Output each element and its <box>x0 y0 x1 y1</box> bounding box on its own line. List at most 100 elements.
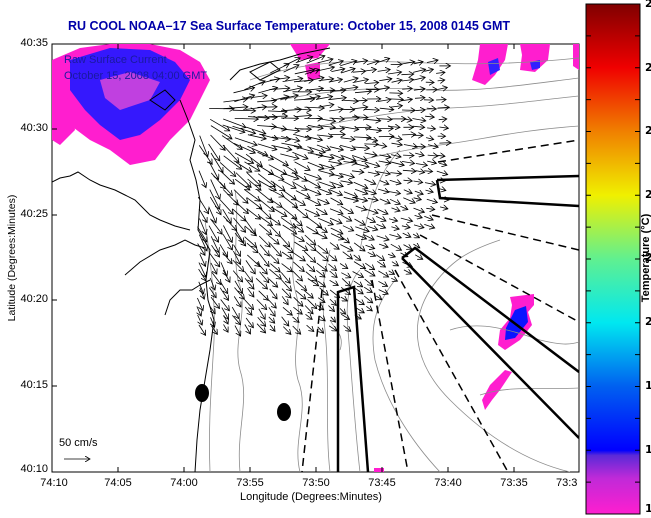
current-vector-arrow <box>378 161 391 163</box>
current-vector-arrow <box>352 197 368 200</box>
current-vector-arrow <box>387 254 395 257</box>
current-vector-arrow <box>391 208 401 211</box>
current-vector-arrow <box>363 295 373 303</box>
station-marker-2 <box>277 403 291 421</box>
current-vector-arrow <box>379 108 394 110</box>
current-vector-arrow <box>366 306 372 311</box>
overlay-current-time: October 15, 2008 04:00 GMT <box>64 70 208 82</box>
sst-patch-se2 <box>482 370 512 410</box>
current-vector-arrow <box>282 78 303 81</box>
current-vector-arrow <box>295 280 307 291</box>
current-vector-arrow <box>427 128 435 129</box>
wedge-box-east <box>435 174 579 208</box>
current-vector-arrow <box>247 287 254 297</box>
current-vector-arrow <box>354 287 364 294</box>
coast-raritan-bay <box>52 171 191 231</box>
current-vector-arrow <box>223 118 246 128</box>
current-vector-arrow <box>198 281 204 294</box>
current-vector-arrow <box>340 286 350 294</box>
current-vector-arrow <box>353 61 368 63</box>
current-vector-arrow <box>413 198 422 200</box>
current-vector-arrow <box>280 109 302 111</box>
current-vector-arrow <box>342 225 354 231</box>
current-vector-arrow <box>352 107 368 109</box>
current-vector-arrow <box>426 108 437 109</box>
current-vector-arrow <box>220 262 227 276</box>
current-vector-arrow <box>365 129 381 131</box>
current-vector-arrow <box>367 172 380 174</box>
current-vector-arrow <box>412 234 419 238</box>
current-vector-arrow <box>365 83 379 84</box>
current-vector-arrow <box>401 62 415 64</box>
current-vector-arrow <box>424 224 434 228</box>
current-vector-arrow <box>281 288 291 298</box>
current-vector-arrow <box>425 190 434 192</box>
current-vector-arrow <box>197 314 203 325</box>
current-vector-arrow <box>352 79 369 82</box>
current-vector-arrow <box>210 179 220 199</box>
current-vector-arrow <box>329 118 345 119</box>
current-vector-arrow <box>303 250 315 262</box>
current-vector-arrow <box>424 216 433 220</box>
current-vector-arrow <box>340 173 355 178</box>
current-vector-arrow <box>391 155 401 157</box>
current-vector-arrow <box>269 268 281 279</box>
current-vector-arrow <box>388 219 398 221</box>
current-vector-arrow <box>353 261 366 269</box>
current-vector-arrow <box>403 155 414 156</box>
current-vector-arrow <box>353 242 365 251</box>
colorbar-tick-label: 18 <box>645 443 651 456</box>
current-vector-arrow <box>258 253 269 266</box>
current-vector-arrow <box>222 269 230 282</box>
current-vector-arrow <box>257 173 275 187</box>
current-vector-arrow <box>270 263 280 273</box>
current-vector-arrow <box>223 225 232 242</box>
current-vector-arrow <box>210 262 217 274</box>
current-vector-arrow <box>436 72 445 73</box>
current-vector-arrow <box>364 144 378 145</box>
current-vector-arrow <box>353 181 368 188</box>
current-vector-arrow <box>209 305 216 314</box>
current-vector-arrow <box>340 244 353 251</box>
contour-7 <box>417 239 571 472</box>
current-vector-arrow <box>269 288 277 299</box>
current-vector-arrow <box>221 307 229 320</box>
sst-patch-ne2-blue <box>530 60 540 70</box>
current-vector-arrow <box>244 324 251 335</box>
current-vector-arrow <box>292 172 307 181</box>
current-vector-arrow <box>247 208 260 219</box>
current-vector-arrow <box>268 278 278 287</box>
current-vector-arrow <box>219 182 233 195</box>
current-vector-arrow <box>343 325 351 332</box>
current-vector-arrow <box>221 135 242 150</box>
current-vector-arrow <box>244 225 257 236</box>
current-vector-arrow <box>199 287 204 299</box>
current-vector-arrow <box>281 279 292 291</box>
current-vector-arrow <box>328 61 344 66</box>
current-vector-arrow <box>365 208 378 213</box>
current-vector-arrow <box>426 138 434 140</box>
current-vector-arrow <box>437 87 447 89</box>
current-vector-arrow <box>413 225 424 228</box>
current-vector-arrow <box>391 80 402 82</box>
current-vector-arrow <box>328 98 346 100</box>
current-vector-arrow <box>233 217 246 232</box>
current-vector-arrow <box>376 296 382 300</box>
current-vector-arrow <box>390 173 401 174</box>
current-vector-arrow <box>400 99 413 101</box>
current-vector-arrow <box>389 198 400 204</box>
current-vector-arrow <box>222 234 232 250</box>
colorbar-label: Temperature (°C) <box>640 213 651 303</box>
current-vector-arrow <box>414 98 425 99</box>
current-vector-arrow <box>377 260 385 267</box>
colorbar-tick-label: 17 <box>645 502 651 515</box>
current-vector-arrow <box>219 244 228 257</box>
current-vector-arrow <box>211 325 217 335</box>
current-vector-arrow <box>268 116 288 117</box>
current-vector-arrow <box>269 88 290 90</box>
current-vector-arrow <box>270 96 289 102</box>
current-vector-arrow <box>402 170 416 171</box>
current-vector-arrow <box>414 146 425 147</box>
current-vector-arrow <box>209 277 215 290</box>
current-vector-arrow <box>319 316 326 321</box>
